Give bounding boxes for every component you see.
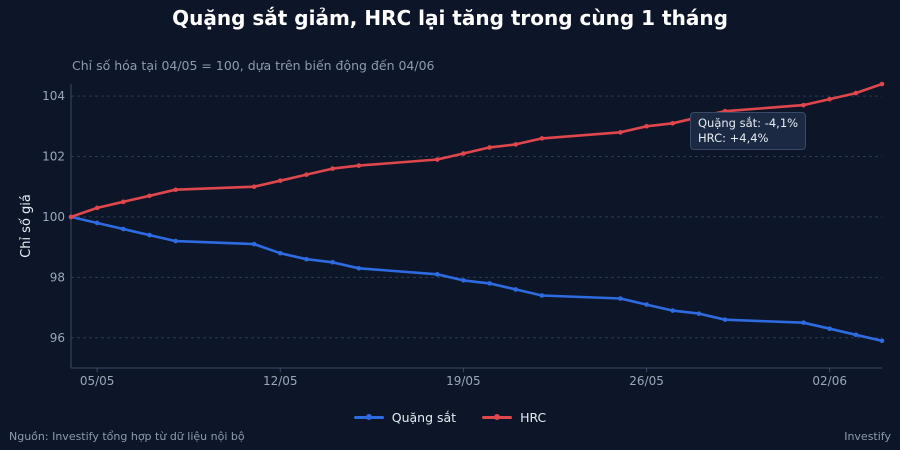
data-point-iron-ore	[696, 311, 702, 316]
data-point-hrc	[879, 81, 885, 87]
y-tick-label: 100	[42, 210, 65, 224]
tooltip: Quặng sắt: -4,1% HRC: +4,4%	[690, 112, 807, 150]
data-point-iron-ore	[487, 281, 492, 286]
data-point-iron-ore	[879, 338, 885, 344]
data-point-iron-ore	[827, 326, 832, 332]
data-point-hrc	[670, 120, 676, 126]
data-point-iron-ore	[644, 302, 649, 307]
legend-label-iron-ore: Quặng sắt	[391, 410, 457, 425]
data-point-iron-ore	[722, 317, 728, 322]
data-point-hrc	[539, 136, 545, 141]
x-tick-label: 02/06	[812, 374, 847, 388]
y-tick-label: 104	[42, 89, 65, 103]
source-note: Nguồn: Investify tổng hợp từ dữ liệu nội…	[9, 430, 245, 443]
y-tick-label: 98	[50, 270, 65, 284]
x-tick-label: 12/05	[263, 374, 298, 388]
data-point-hrc	[68, 214, 74, 220]
legend-swatch-iron-ore	[353, 414, 384, 420]
tooltip-line-iron-ore: Quặng sắt: -4,1%	[698, 116, 799, 130]
data-point-hrc	[330, 166, 335, 171]
chart-subtitle: Chỉ số hóa tại 04/05 = 100, dựa trên biế…	[72, 58, 435, 73]
data-point-iron-ore	[356, 265, 362, 271]
data-point-hrc	[513, 142, 519, 147]
data-point-iron-ore	[670, 308, 676, 313]
data-point-iron-ore	[304, 256, 309, 262]
data-point-hrc	[434, 157, 440, 162]
x-tick-label: 19/05	[446, 374, 481, 388]
data-point-iron-ore	[801, 320, 806, 325]
data-point-hrc	[644, 123, 649, 129]
data-point-iron-ore	[277, 250, 283, 256]
y-tick-label: 102	[42, 150, 65, 164]
series-line-iron-ore	[70, 215, 883, 343]
data-point-hrc	[801, 102, 806, 108]
data-point-iron-ore	[147, 232, 152, 238]
data-point-hrc	[618, 130, 623, 135]
data-point-iron-ore	[330, 259, 335, 265]
data-point-iron-ore	[251, 241, 257, 247]
chart-title: Quặng sắt giảm, HRC lại tăng trong cùng …	[172, 6, 728, 30]
data-point-hrc	[356, 163, 362, 168]
data-point-hrc	[304, 172, 309, 177]
data-point-hrc	[827, 96, 832, 102]
data-point-iron-ore	[539, 293, 545, 298]
data-point-hrc	[173, 187, 178, 193]
data-point-hrc	[147, 193, 152, 199]
data-point-iron-ore	[121, 226, 126, 232]
brand-label: Investify	[844, 430, 891, 443]
data-point-hrc	[121, 199, 126, 205]
legend-label-hrc: HRC	[520, 410, 547, 425]
x-tick-label: 05/05	[80, 374, 115, 388]
data-point-hrc	[277, 178, 283, 183]
data-point-hrc	[487, 145, 492, 150]
legend: Quặng sắt HRC	[0, 410, 900, 425]
data-point-hrc	[251, 184, 257, 190]
data-point-iron-ore	[618, 296, 623, 301]
legend-item-iron-ore[interactable]: Quặng sắt	[353, 410, 457, 425]
data-point-iron-ore	[434, 272, 440, 277]
tooltip-line-hrc: HRC: +4,4%	[698, 131, 769, 145]
data-point-iron-ore	[853, 332, 859, 338]
legend-swatch-hrc	[482, 414, 513, 420]
data-point-iron-ore	[94, 220, 100, 226]
data-point-iron-ore	[461, 278, 466, 283]
x-tick-label: 26/05	[629, 374, 664, 388]
data-point-hrc	[94, 205, 100, 211]
data-point-hrc	[461, 151, 466, 156]
series-line-hrc	[70, 82, 883, 219]
y-tick-label: 96	[50, 331, 65, 345]
y-axis-label: Chỉ số giá	[19, 194, 34, 258]
data-point-iron-ore	[513, 287, 519, 292]
data-point-hrc	[853, 90, 859, 96]
data-point-iron-ore	[173, 238, 178, 244]
legend-item-hrc[interactable]: HRC	[482, 410, 546, 425]
